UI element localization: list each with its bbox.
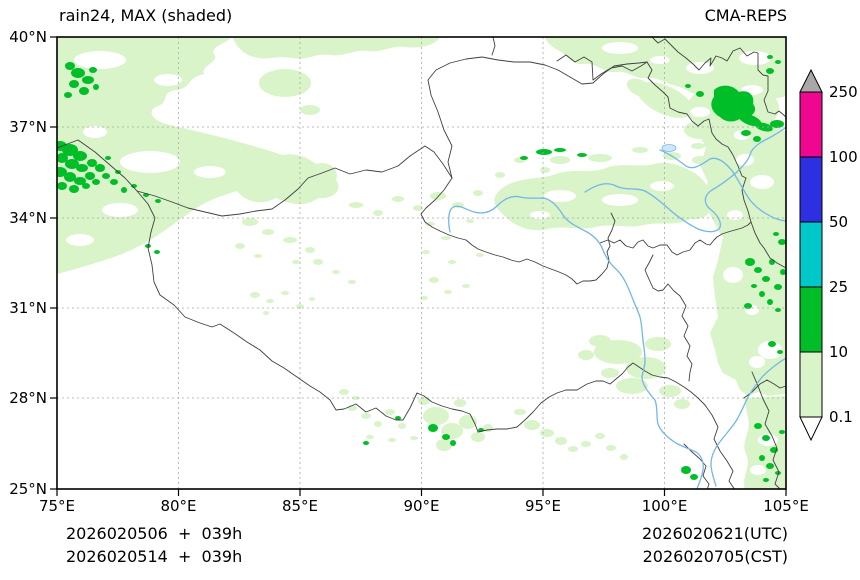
border-north-zigzag xyxy=(556,54,648,81)
y-tick-label: 25°N xyxy=(9,480,47,498)
province-borders xyxy=(57,37,786,489)
precip-shading-layer xyxy=(57,37,786,489)
y-tick-label: 34°N xyxy=(9,209,47,227)
x-tick-label: 90°E xyxy=(403,497,439,515)
init-time-utc: 2026020506 + 039h xyxy=(66,524,242,543)
shade-speckles-himalaya xyxy=(339,389,628,460)
shade-mideast-band xyxy=(494,162,710,231)
x-tick-label: 85°E xyxy=(282,497,318,515)
footer-labels: 2026020506 + 039h 2026020514 + 039h 2026… xyxy=(66,524,788,566)
y-tick-label: 40°N xyxy=(9,28,47,46)
colorbar-tick-label: 25 xyxy=(829,278,848,296)
river-southeast xyxy=(710,357,786,487)
valid-time-utc: 2026020621(UTC) xyxy=(642,524,788,543)
y-tick-label: 37°N xyxy=(9,118,47,136)
river-yangtze xyxy=(448,195,704,489)
border-corridor-zigzag xyxy=(651,37,786,118)
heavy-cells xyxy=(57,55,786,482)
shade-east-column xyxy=(698,124,786,397)
qinghai-lake xyxy=(661,144,677,152)
shade-midwest-band xyxy=(225,153,339,205)
init-time-cst: 2026020514 + 039h xyxy=(66,547,242,566)
colorbar-tick-label: 50 xyxy=(829,213,848,231)
border-kunlun xyxy=(136,145,453,217)
colorbar-under-arrow xyxy=(799,416,823,442)
border-qaidam xyxy=(427,56,648,179)
colorbar-seg-0.1-10 xyxy=(799,351,823,418)
x-tick-label: 80°E xyxy=(160,497,196,515)
colorbar: 250 100 50 25 10 0.1 xyxy=(799,68,858,442)
model-label: CMA-REPS xyxy=(705,6,787,25)
plot-title: rain24, MAX (shaded) xyxy=(59,6,232,25)
y-axis-labels: 40°N 37°N 34°N 31°N 28°N 25°N xyxy=(9,28,47,498)
colorbar-tick-label: 100 xyxy=(829,148,858,166)
river-yellow xyxy=(584,126,786,233)
heavy-cell-qilian xyxy=(711,85,756,122)
y-tick-label: 31°N xyxy=(9,299,47,317)
x-tick-label: 95°E xyxy=(525,497,561,515)
colorbar-over-arrow xyxy=(799,68,823,93)
border-national-west-himalaya xyxy=(57,139,706,433)
colorbar-seg-50-100 xyxy=(799,156,823,223)
y-tick-label: 28°N xyxy=(9,389,47,407)
x-tick-label: 105°E xyxy=(763,497,809,515)
shade-speckles-mid xyxy=(235,190,484,315)
shade-top-strip xyxy=(232,37,440,59)
rivers xyxy=(448,126,786,489)
colorbar-tick-label: 250 xyxy=(829,83,858,101)
border-sichuan-tibet xyxy=(644,254,693,382)
border-tibet-qinghai xyxy=(420,177,611,285)
colorbar-seg-10-25 xyxy=(799,286,823,353)
colorbar-tick-label: 0.1 xyxy=(829,408,853,426)
grid-lines xyxy=(57,37,786,489)
x-axis-labels: 75°E 80°E 85°E 90°E 95°E 100°E 105°E xyxy=(39,497,809,515)
axis-ticks xyxy=(50,36,787,496)
border-gansu-diagonal xyxy=(646,61,786,269)
x-tick-label: 100°E xyxy=(642,497,688,515)
river-yellow-branch xyxy=(659,149,786,222)
x-tick-label: 75°E xyxy=(39,497,75,515)
border-sichuan-north xyxy=(599,221,752,256)
colorbar-seg-25-50 xyxy=(799,221,823,288)
colorbar-tick-label: 10 xyxy=(829,343,848,361)
colorbar-seg-100-250 xyxy=(799,91,823,158)
valid-time-cst: 2026020705(CST) xyxy=(643,547,788,566)
